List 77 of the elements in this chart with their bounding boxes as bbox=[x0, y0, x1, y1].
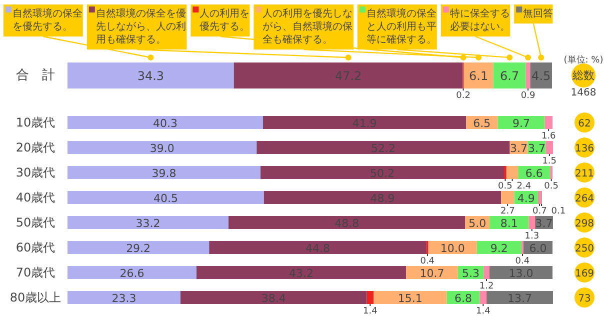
text: 250 bbox=[574, 244, 594, 254]
data-label: 0.4 bbox=[420, 256, 435, 266]
data-label: 8.1 bbox=[500, 217, 518, 230]
text: 169 bbox=[574, 268, 594, 280]
data-label: 10.7 bbox=[420, 267, 444, 280]
text: 298 bbox=[574, 218, 594, 230]
data-label: 9.7 bbox=[512, 117, 530, 130]
text: (単位: %) bbox=[564, 54, 604, 66]
data-label: 0.2 bbox=[456, 91, 470, 101]
data-label: 6.5 bbox=[473, 117, 491, 130]
legend-label: 自然環境の保全を優先する。 bbox=[12, 8, 82, 32]
text: 73 bbox=[578, 294, 591, 304]
data-label: 1.4 bbox=[362, 306, 378, 316]
text: 136 bbox=[574, 144, 594, 154]
text: 211 bbox=[574, 168, 594, 180]
data-label: 0.1 bbox=[551, 206, 566, 216]
data-label: 0.5 bbox=[498, 182, 512, 192]
y-tick-label: 40歳代 bbox=[16, 190, 56, 204]
legend-label: 特に保全する必要はない。 bbox=[450, 8, 510, 32]
data-label: 0.9 bbox=[520, 91, 536, 101]
data-label: 6.7 bbox=[500, 69, 520, 83]
data-label: 6.6 bbox=[525, 167, 543, 180]
data-label: 48.9 bbox=[370, 192, 395, 205]
data-label: 0.5 bbox=[544, 182, 558, 192]
data-label: 1.4 bbox=[476, 306, 491, 316]
data-label: 50.2 bbox=[370, 167, 395, 180]
text: 1468 bbox=[570, 88, 596, 98]
data-label: 3.7 bbox=[528, 142, 546, 155]
data-label: 33.2 bbox=[136, 217, 160, 230]
text: 62 bbox=[578, 118, 591, 130]
data-label: 0.7 bbox=[532, 206, 547, 216]
y-tick-label: 50歳代 bbox=[16, 216, 56, 230]
y-tick-label: 60歳代 bbox=[16, 240, 56, 254]
data-label: 10.0 bbox=[440, 242, 465, 255]
data-label: 52.2 bbox=[370, 142, 396, 155]
data-label: 47.2 bbox=[334, 69, 362, 83]
legend-label: 自然環境の保全を優先しながら、人の利用も確保する。 bbox=[96, 8, 186, 46]
data-label: 39.8 bbox=[152, 167, 176, 180]
data-label: 40.5 bbox=[153, 192, 178, 205]
data-label: 1.5 bbox=[542, 156, 557, 166]
data-label: 1.3 bbox=[524, 232, 540, 242]
legend-label: 人の利用を優先する。 bbox=[200, 8, 250, 32]
data-label: 15.1 bbox=[398, 292, 422, 305]
y-tick-label: 80歳以上 bbox=[10, 290, 62, 304]
text: 264 bbox=[574, 194, 594, 204]
data-label: 6.8 bbox=[454, 292, 472, 305]
y-tick-label: 20歳代 bbox=[16, 140, 56, 154]
data-label: 3.7 bbox=[510, 142, 528, 155]
data-label: 1.6 bbox=[541, 132, 556, 142]
data-label: 48.8 bbox=[334, 217, 360, 230]
data-label: 6.1 bbox=[468, 69, 488, 83]
data-label: 23.3 bbox=[112, 292, 136, 305]
text: 総数 bbox=[572, 69, 594, 82]
data-label: 0.4 bbox=[515, 256, 530, 266]
data-label: 44.8 bbox=[306, 242, 330, 255]
data-label: 39.0 bbox=[150, 142, 174, 155]
data-label: 2.7 bbox=[500, 206, 515, 216]
y-tick-label: 10歳代 bbox=[16, 116, 56, 130]
data-label: 38.4 bbox=[261, 292, 286, 305]
y-tick-label: 合 計 bbox=[16, 68, 55, 83]
legend-label: 人の利用を優先しながら、自然環境の保全も確保する。 bbox=[262, 8, 353, 46]
legend-label: 無回答 bbox=[523, 8, 554, 20]
legend-label: 自然環境の保全と人の利用も平等に確保する。 bbox=[366, 8, 436, 46]
data-label: 1.2 bbox=[479, 282, 494, 292]
data-label: 29.2 bbox=[126, 242, 151, 255]
data-label: 26.6 bbox=[120, 267, 144, 280]
data-label: 5.0 bbox=[468, 217, 486, 230]
data-label: 43.2 bbox=[289, 267, 314, 280]
data-label: 9.2 bbox=[490, 242, 508, 255]
data-label: 4.9 bbox=[517, 192, 535, 205]
data-label: 40.3 bbox=[152, 117, 178, 130]
y-tick-label: 30歳代 bbox=[16, 166, 56, 180]
data-label: 5.3 bbox=[462, 267, 480, 280]
data-label: 34.3 bbox=[137, 69, 164, 83]
data-label: 2.4 bbox=[516, 182, 532, 192]
y-tick-label: 70歳代 bbox=[16, 266, 56, 280]
data-label: 41.9 bbox=[352, 117, 377, 130]
